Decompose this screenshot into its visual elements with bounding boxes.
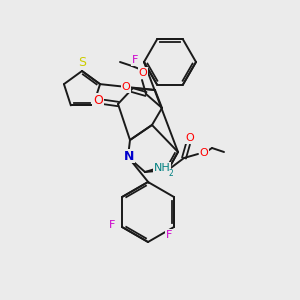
Text: O: O: [93, 94, 103, 106]
Text: 2: 2: [169, 169, 173, 178]
Text: O: O: [122, 82, 130, 92]
Text: NH: NH: [154, 163, 170, 173]
Text: F: F: [109, 220, 115, 230]
Text: O: O: [186, 133, 194, 143]
Text: O: O: [139, 68, 147, 78]
Text: F: F: [132, 55, 138, 65]
Text: O: O: [200, 148, 208, 158]
Text: S: S: [78, 56, 86, 70]
Text: N: N: [124, 149, 134, 163]
Text: F: F: [166, 230, 172, 240]
